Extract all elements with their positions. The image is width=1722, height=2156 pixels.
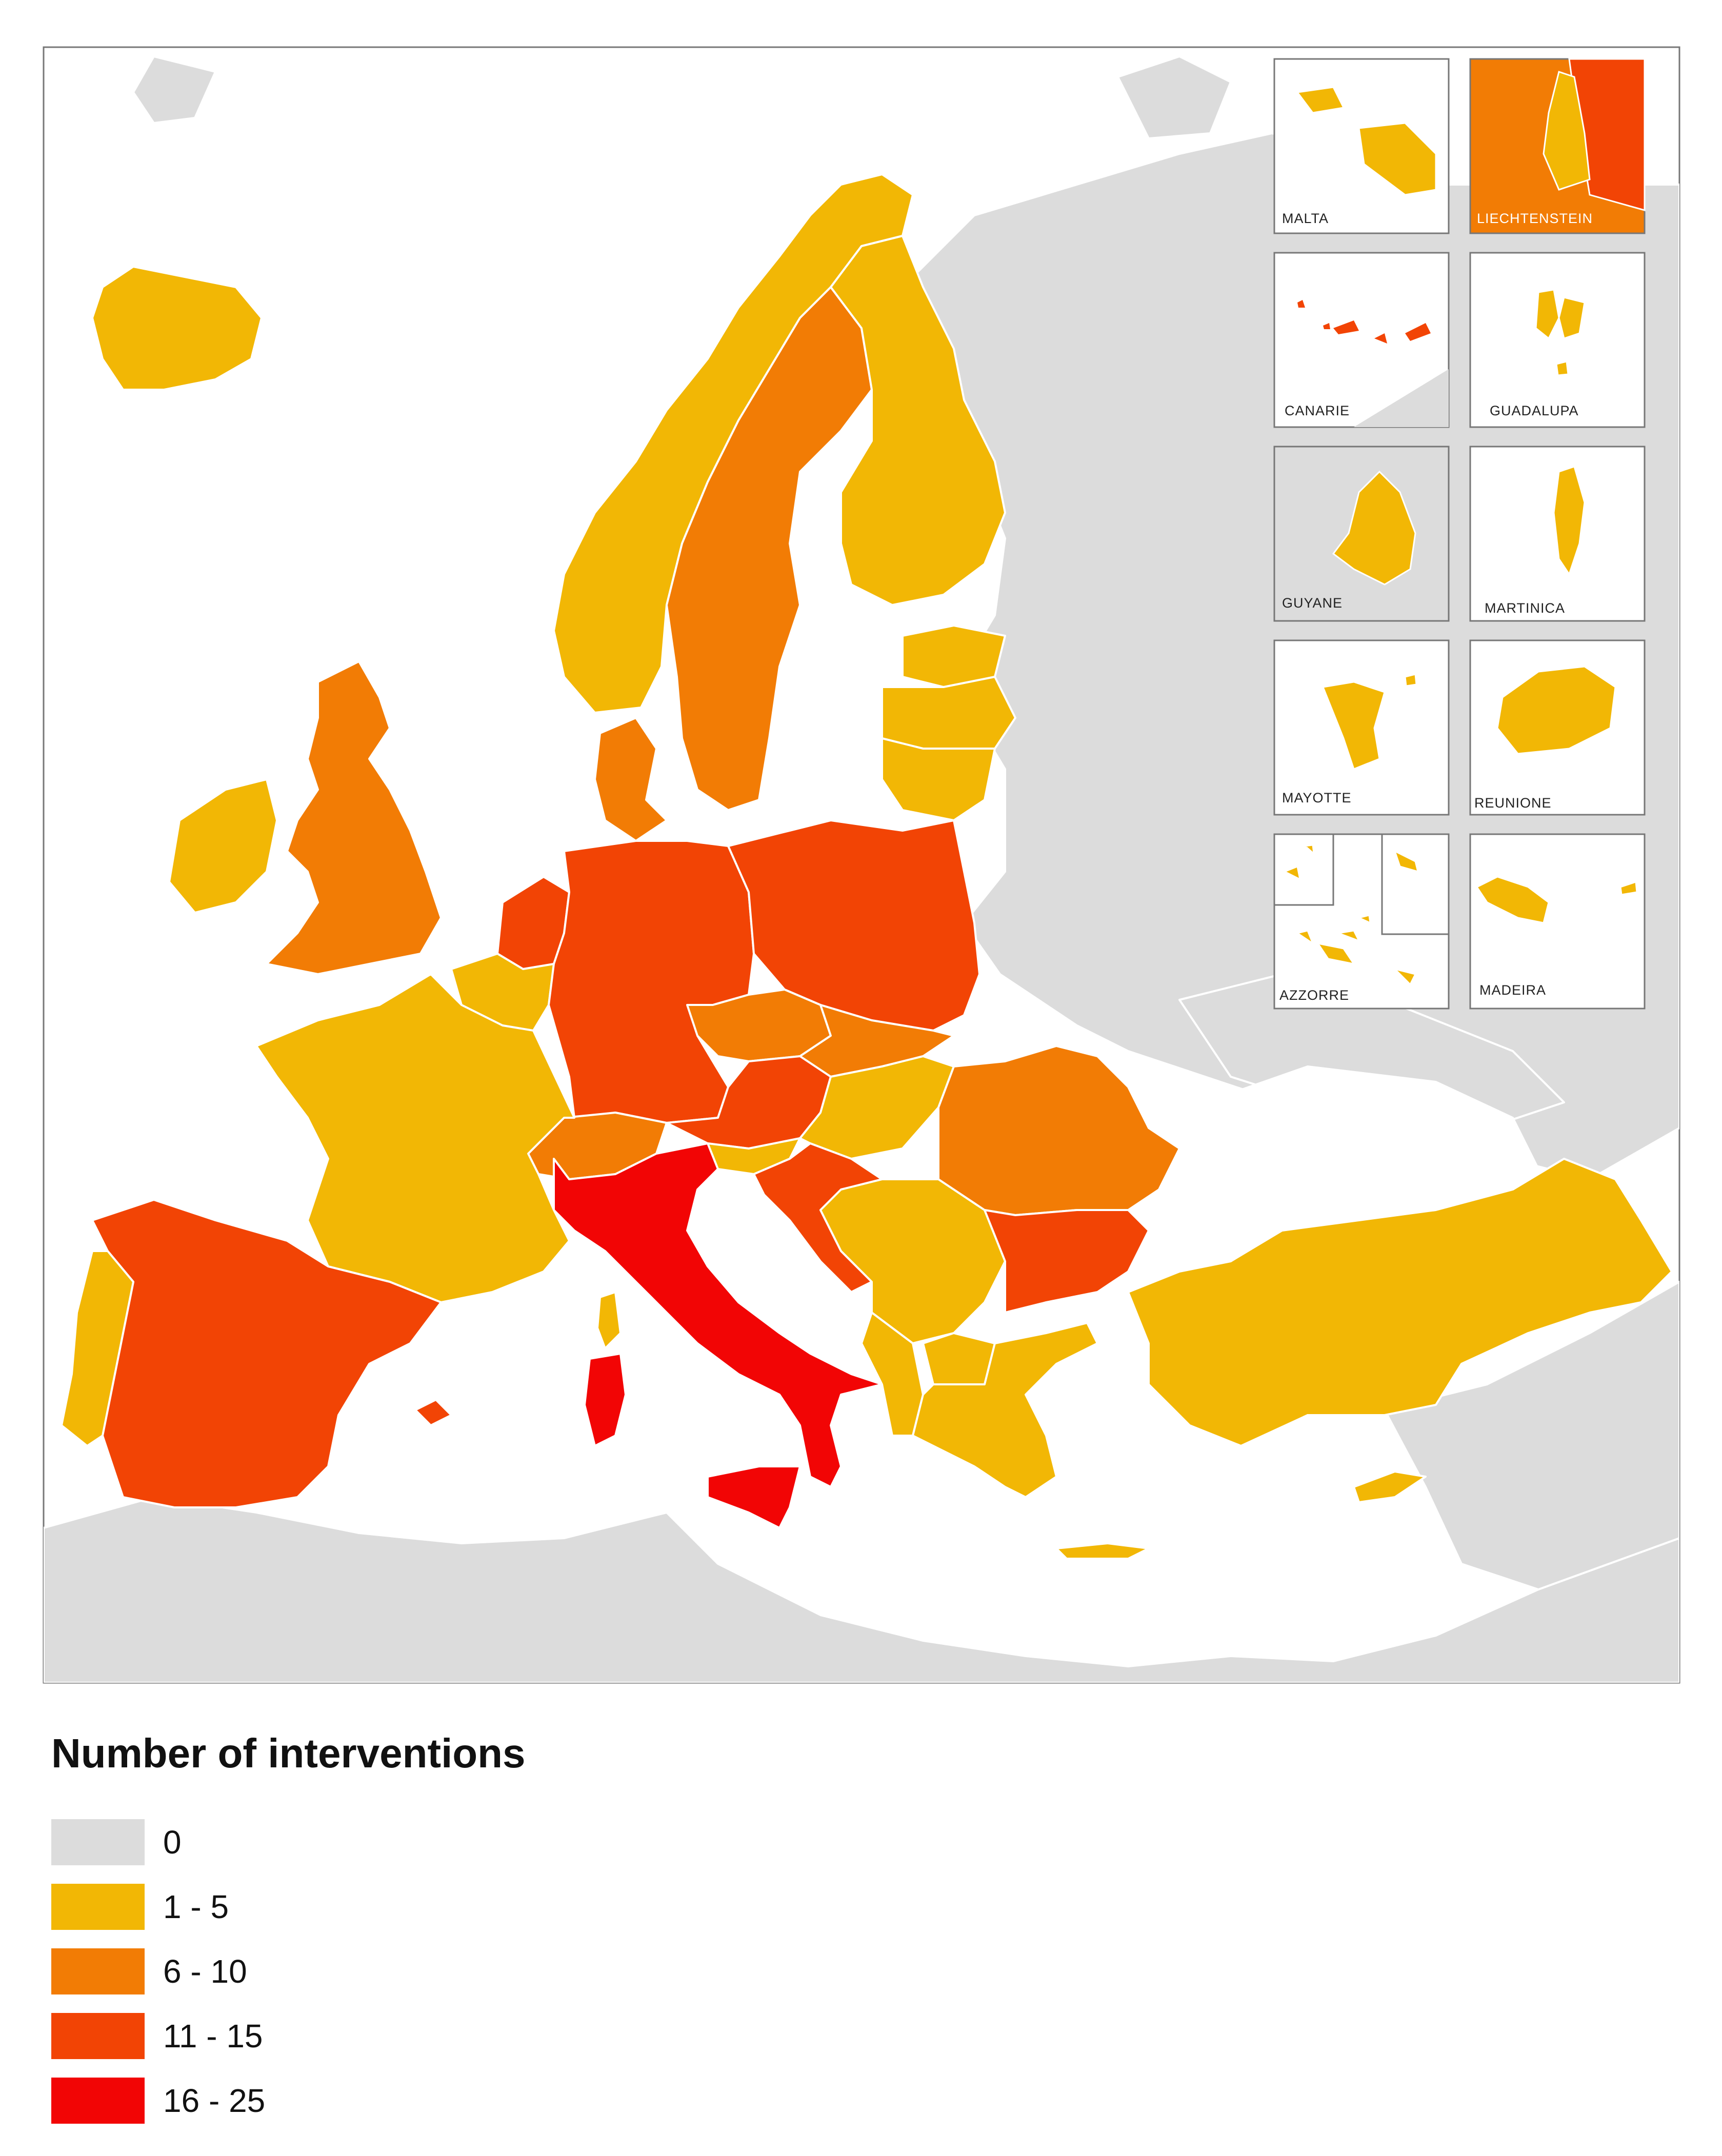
legend-label-6-10: 6 - 10 [163,1953,247,1990]
region-poland [727,819,980,1032]
region-norway-arctic [132,55,216,124]
region-montenegro-albania [860,1312,924,1437]
choropleth-map: MALTA LIECHTENSTEIN CANARIE GUADALUPA GU… [43,46,1680,1684]
inset-label-guadalupa: GUADALUPA [1490,403,1579,418]
legend-item-1-5: 1 - 5 [51,1875,526,1939]
legend-item-11-15: 11 - 15 [51,2004,526,2068]
inset-label-canarie: CANARIE [1285,403,1350,418]
region-sweden [666,286,873,811]
legend-swatch-6-10 [51,1948,145,1994]
inset-label-martinica: MARTINICA [1485,600,1565,616]
inset-liechtenstein: LIECHTENSTEIN [1469,58,1646,234]
inset-azzorre: AZZORRE [1273,833,1450,1010]
region-svalbard-grey [1117,55,1232,139]
region-portugal [61,1250,134,1447]
inset-reunione: REUNIONE [1469,639,1646,816]
legend-title: Number of interventions [51,1730,526,1776]
inset-martinica: MARTINICA [1469,446,1646,622]
region-greece [912,1322,1098,1498]
region-ireland [168,778,278,914]
inset-guyane: GUYANE [1273,446,1450,622]
legend-label-16-25: 16 - 25 [163,2082,266,2119]
legend-item-0: 0 [51,1810,526,1875]
legend-item-6-10: 6 - 10 [51,1939,526,2004]
region-north-macedonia [922,1332,996,1385]
legend: Number of interventions 0 1 - 5 6 - 10 1… [51,1733,526,2133]
inset-mayotte: MAYOTTE [1273,639,1450,816]
region-hungary [799,1055,955,1160]
legend-item-16-25: 16 - 25 [51,2068,526,2133]
region-middle-east [1384,1281,1679,1590]
legend-swatch-11-15 [51,2013,145,2059]
inset-guadalupa: GUADALUPA [1469,252,1646,428]
inset-canarie: CANARIE [1273,252,1450,428]
region-finland [830,235,1006,606]
region-sardinia [584,1353,627,1447]
region-corsica [596,1291,622,1349]
legend-label-11-15: 11 - 15 [163,2018,263,2054]
inset-label-madeira: MADEIRA [1479,982,1546,998]
inset-malta: MALTA [1273,58,1450,234]
legend-swatch-16-25 [51,2078,145,2124]
inset-label-guyane: GUYANE [1282,595,1343,611]
region-iceland [91,266,263,391]
region-black-sea [1168,1065,1539,1232]
legend-swatch-0 [51,1819,145,1865]
inset-madeira: MADEIRA [1469,833,1646,1010]
legend-label-1-5: 1 - 5 [163,1888,229,1925]
region-denmark [594,717,668,842]
region-bulgaria [984,1209,1150,1314]
region-crete [1055,1542,1150,1560]
region-lithuania [881,737,996,821]
region-latvia [881,676,1016,750]
legend-label-0: 0 [163,1824,182,1861]
inset-label-reunione: REUNIONE [1474,795,1552,811]
region-cyprus [1353,1470,1427,1503]
legend-swatch-1-5 [51,1884,145,1930]
region-balearics [414,1399,452,1426]
region-italy [553,1142,883,1488]
region-sicily [707,1465,801,1529]
region-uk [266,660,442,975]
inset-label-malta: MALTA [1282,211,1329,226]
region-turkey [1127,1158,1673,1447]
inset-label-liechtenstein: LIECHTENSTEIN [1477,211,1593,226]
region-germany [548,840,755,1124]
inset-label-azzorre: AZZORRE [1279,988,1349,1003]
inset-label-mayotte: MAYOTTE [1282,790,1352,805]
